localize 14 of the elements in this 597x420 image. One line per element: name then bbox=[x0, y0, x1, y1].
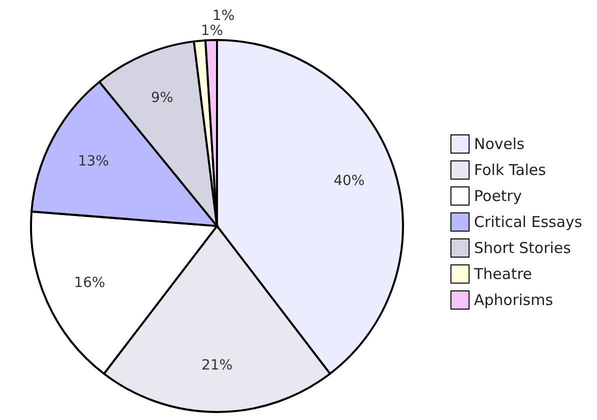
legend-label: Short Stories bbox=[474, 239, 572, 257]
legend-label: Critical Essays bbox=[474, 213, 582, 231]
legend-label: Aphorisms bbox=[474, 291, 554, 309]
data-label: 1% bbox=[200, 23, 224, 40]
data-label: 16% bbox=[74, 274, 106, 291]
legend-label: Theatre bbox=[473, 265, 532, 283]
data-label: 21% bbox=[201, 358, 233, 374]
data-label: 13% bbox=[78, 153, 109, 170]
legend-label: Novels bbox=[474, 135, 525, 153]
data-label: 40% bbox=[334, 173, 365, 190]
data-label: 1% bbox=[212, 8, 235, 24]
legend-label: Poetry bbox=[474, 187, 522, 205]
legend-label: Folk Tales bbox=[474, 161, 546, 179]
data-label: 9% bbox=[151, 90, 174, 106]
